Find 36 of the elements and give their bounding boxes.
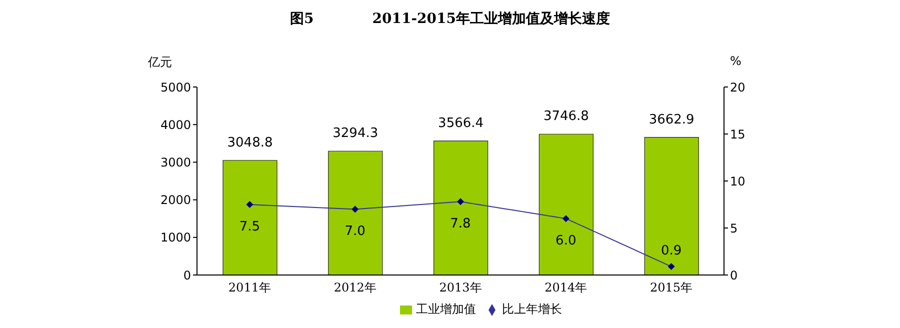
y-tick-label: 5000	[160, 80, 191, 94]
data-label: 0.9	[660, 244, 682, 259]
chart-title: 图5 2011-2015年工业增加值及增长速度	[289, 10, 611, 29]
data-label: 3662.9	[648, 112, 694, 128]
x-tick-label: 2013年	[439, 280, 482, 295]
bar	[328, 150, 383, 275]
y-tick-label: 3000	[160, 155, 191, 170]
bar	[538, 134, 594, 275]
data-label: 3566.4	[438, 116, 484, 131]
x-tick-label: 2015年	[650, 280, 693, 295]
y-axis-title: 亿元	[148, 54, 172, 71]
y2-tick-label: 15	[730, 127, 746, 142]
x-tick-label: 2014年	[544, 280, 588, 295]
y-tick-label: 0	[183, 268, 191, 282]
data-label: 7.5	[239, 220, 260, 234]
legend-label: 工业增加值	[416, 302, 476, 316]
y-tick-label: 2000	[160, 193, 191, 208]
data-label: 3294.3	[332, 126, 378, 142]
data-label: 3048.8	[227, 135, 273, 150]
bar	[434, 140, 488, 275]
data-label: 7.0	[344, 224, 366, 240]
bar	[222, 160, 278, 275]
x-tick-label: 2011年	[228, 280, 271, 295]
y2-tick-label: 0	[730, 268, 738, 282]
data-label: 3746.8	[543, 109, 589, 124]
x-tick-label: 2012年	[334, 280, 376, 295]
data-label: 7.8	[450, 216, 471, 232]
y-tick-label: 4000	[160, 118, 191, 132]
y2-tick-label: 5	[730, 221, 738, 236]
legend-label: 比上年增长	[502, 302, 562, 316]
y-tick-label: 1000	[160, 230, 191, 245]
y2-tick-label: 20	[730, 80, 746, 94]
bar	[644, 136, 699, 275]
data-label: 6.0	[556, 234, 576, 249]
y2-tick-label: 10	[730, 174, 746, 188]
y2-axis-title: %	[730, 54, 742, 68]
